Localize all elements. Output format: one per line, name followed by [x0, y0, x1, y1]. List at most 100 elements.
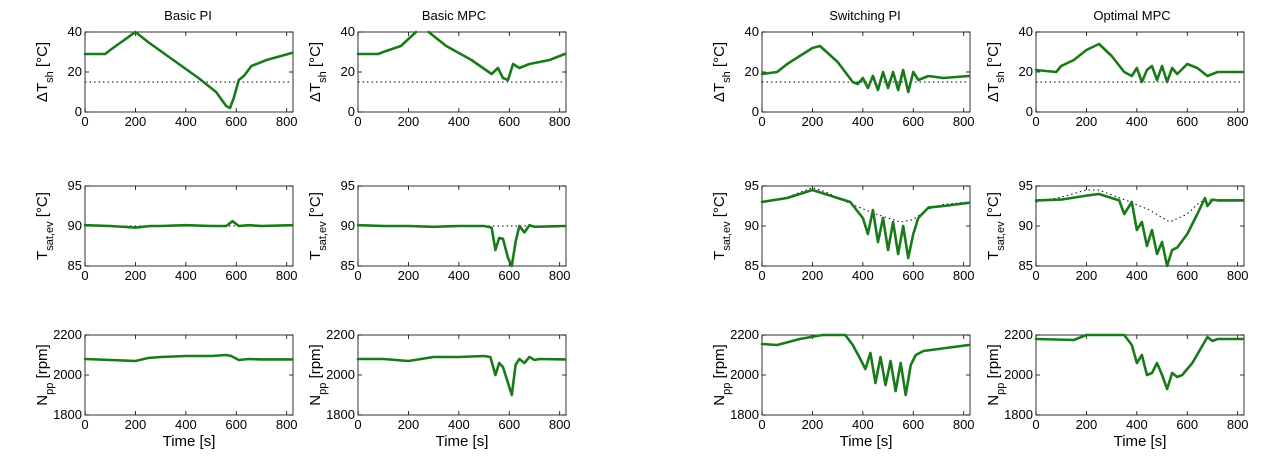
subplot: 0 200 400 600 800 0 20 40 ΔTsh [°C]: [711, 24, 975, 129]
reference-line: [761, 187, 969, 223]
plot-frame: [357, 31, 567, 113]
plot-frame: [761, 334, 971, 416]
subplot: 0 200 400 600 800 85 90 95 Tsat,ev [°C]: [985, 178, 1249, 283]
x-tick-label: 400: [852, 114, 874, 129]
y-axis-label: Tsat,ev [°C]: [711, 192, 733, 260]
subplot: 0 200 400 600 800 1800 2000 2200 Npp [rpm] Time […: [711, 327, 975, 450]
x-tick-label: 200: [802, 268, 824, 283]
y-tick-label: 40: [341, 24, 355, 39]
x-tick-label: 800: [1227, 114, 1249, 129]
x-tick-label: 200: [398, 114, 420, 129]
x-tick-label: 600: [225, 114, 247, 129]
y-label-main: N: [34, 395, 51, 406]
y-tick-label: 2000: [1004, 367, 1033, 382]
x-tick-label: 0: [81, 268, 88, 283]
plot-frame: [357, 334, 567, 416]
y-label-subscript: sh: [995, 71, 1007, 83]
y-axis-label: ΔTsh [°C]: [34, 42, 56, 102]
series-line: [1034, 333, 1245, 391]
x-tick-label: 0: [354, 268, 361, 283]
x-tick-label: 200: [398, 417, 420, 432]
x-tick-label: 800: [953, 114, 975, 129]
x-tick-label: 0: [81, 114, 88, 129]
x-tick-label: 800: [953, 417, 975, 432]
x-tick-label: 600: [902, 268, 924, 283]
x-axis-label: Time [s]: [436, 433, 489, 450]
plot-frame: [1035, 334, 1245, 416]
y-label-unit: [rpm]: [985, 344, 1002, 382]
y-tick-label: 1800: [326, 407, 355, 422]
x-tick-label: 400: [852, 417, 874, 432]
y-axis-label: Npp [rpm]: [985, 344, 1007, 405]
x-tick-label: 0: [1032, 268, 1039, 283]
y-tick-label: 90: [1019, 218, 1033, 233]
y-tick-label: 2000: [326, 367, 355, 382]
y-label-subscript: pp: [317, 383, 329, 395]
x-axis-label: Time [s]: [1114, 433, 1167, 450]
x-tick-label: 600: [1176, 417, 1198, 432]
x-tick-label: 400: [1126, 268, 1148, 283]
subplot: 0 200 400 600 800 0 20 40 ΔTsh [°C]: [34, 24, 298, 129]
x-tick-label: 600: [225, 268, 247, 283]
subplot: 0 200 400 600 800 1800 2000 2200 Npp [rpm] Time […: [307, 327, 571, 450]
x-tick-label: 800: [953, 268, 975, 283]
plot-frame: [1035, 31, 1245, 113]
series-line: [1034, 42, 1245, 84]
y-label-unit: [°C]: [985, 192, 1002, 221]
y-axis-label: Npp [rpm]: [34, 344, 56, 405]
y-axis-label: Tsat,ev [°C]: [307, 192, 329, 260]
x-tick-label: 600: [1176, 268, 1198, 283]
series-line: [760, 44, 971, 94]
y-tick-label: 95: [68, 178, 82, 193]
y-axis-label: Npp [rpm]: [711, 344, 733, 405]
x-tick-label: 200: [1076, 114, 1098, 129]
x-tick-label: 200: [802, 417, 824, 432]
y-tick-label: 1800: [1004, 407, 1033, 422]
x-tick-label: 400: [175, 417, 197, 432]
column-titles: Basic PI Basic MPC Switching PI Optimal …: [164, 8, 1170, 23]
x-tick-label: 800: [549, 268, 571, 283]
subplot: 0 200 400 600 800 85 90 95 Tsat,ev [°C]: [307, 178, 571, 283]
x-tick-label: 200: [1076, 268, 1098, 283]
x-tick-label: 600: [1176, 114, 1198, 129]
y-label-unit: [rpm]: [307, 344, 324, 382]
x-tick-label: 200: [1076, 417, 1098, 432]
y-tick-label: 20: [1019, 64, 1033, 79]
x-tick-label: 800: [1227, 417, 1249, 432]
series-line: [83, 219, 294, 229]
y-tick-label: 1800: [53, 407, 82, 422]
y-tick-label: 20: [68, 64, 82, 79]
y-tick-label: 2200: [730, 327, 759, 342]
x-tick-label: 0: [758, 268, 765, 283]
x-tick-label: 400: [448, 268, 470, 283]
y-tick-label: 40: [68, 24, 82, 39]
y-tick-label: 20: [745, 64, 759, 79]
y-tick-label: 95: [745, 178, 759, 193]
x-axis-label: Time [s]: [163, 433, 216, 450]
x-tick-label: 0: [81, 417, 88, 432]
y-tick-label: 20: [341, 64, 355, 79]
subplot: 0 200 400 600 800 0 20 40 ΔTsh [°C]: [307, 24, 571, 129]
y-label-unit: [°C]: [711, 192, 728, 221]
subplot: 0 200 400 600 800 1800 2000 2200 Npp [rpm] Time […: [34, 327, 298, 450]
y-tick-label: 2200: [53, 327, 82, 342]
x-tick-label: 800: [1227, 268, 1249, 283]
x-tick-label: 600: [902, 417, 924, 432]
y-label-main: N: [307, 395, 324, 406]
x-tick-label: 600: [902, 114, 924, 129]
x-tick-label: 800: [549, 417, 571, 432]
y-label-unit: [°C]: [34, 192, 51, 221]
y-tick-label: 85: [68, 258, 82, 273]
x-axis-label: Time [s]: [840, 433, 893, 450]
y-label-main: N: [711, 395, 728, 406]
y-label-unit: [°C]: [307, 192, 324, 221]
x-tick-label: 200: [125, 268, 147, 283]
series-line: [427, 30, 567, 82]
y-tick-label: 90: [68, 218, 82, 233]
plot-frame: [761, 31, 971, 113]
x-tick-label: 200: [125, 114, 147, 129]
y-label-subscript: sh: [44, 71, 56, 83]
y-tick-label: 0: [1026, 104, 1033, 119]
